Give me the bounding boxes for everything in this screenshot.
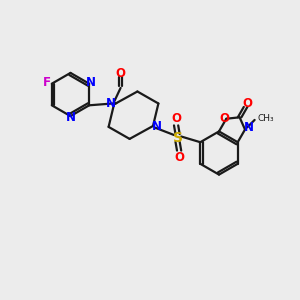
Text: CH₃: CH₃ xyxy=(258,114,274,123)
Text: F: F xyxy=(42,76,50,89)
Text: N: N xyxy=(65,111,76,124)
Text: N: N xyxy=(152,120,162,133)
Text: N: N xyxy=(244,121,254,134)
Text: O: O xyxy=(243,97,253,110)
Text: O: O xyxy=(171,112,181,125)
Text: N: N xyxy=(105,97,116,110)
Text: O: O xyxy=(174,151,184,164)
Text: S: S xyxy=(172,131,183,145)
Text: O: O xyxy=(116,67,126,80)
Text: O: O xyxy=(220,112,230,125)
Text: N: N xyxy=(86,76,96,89)
